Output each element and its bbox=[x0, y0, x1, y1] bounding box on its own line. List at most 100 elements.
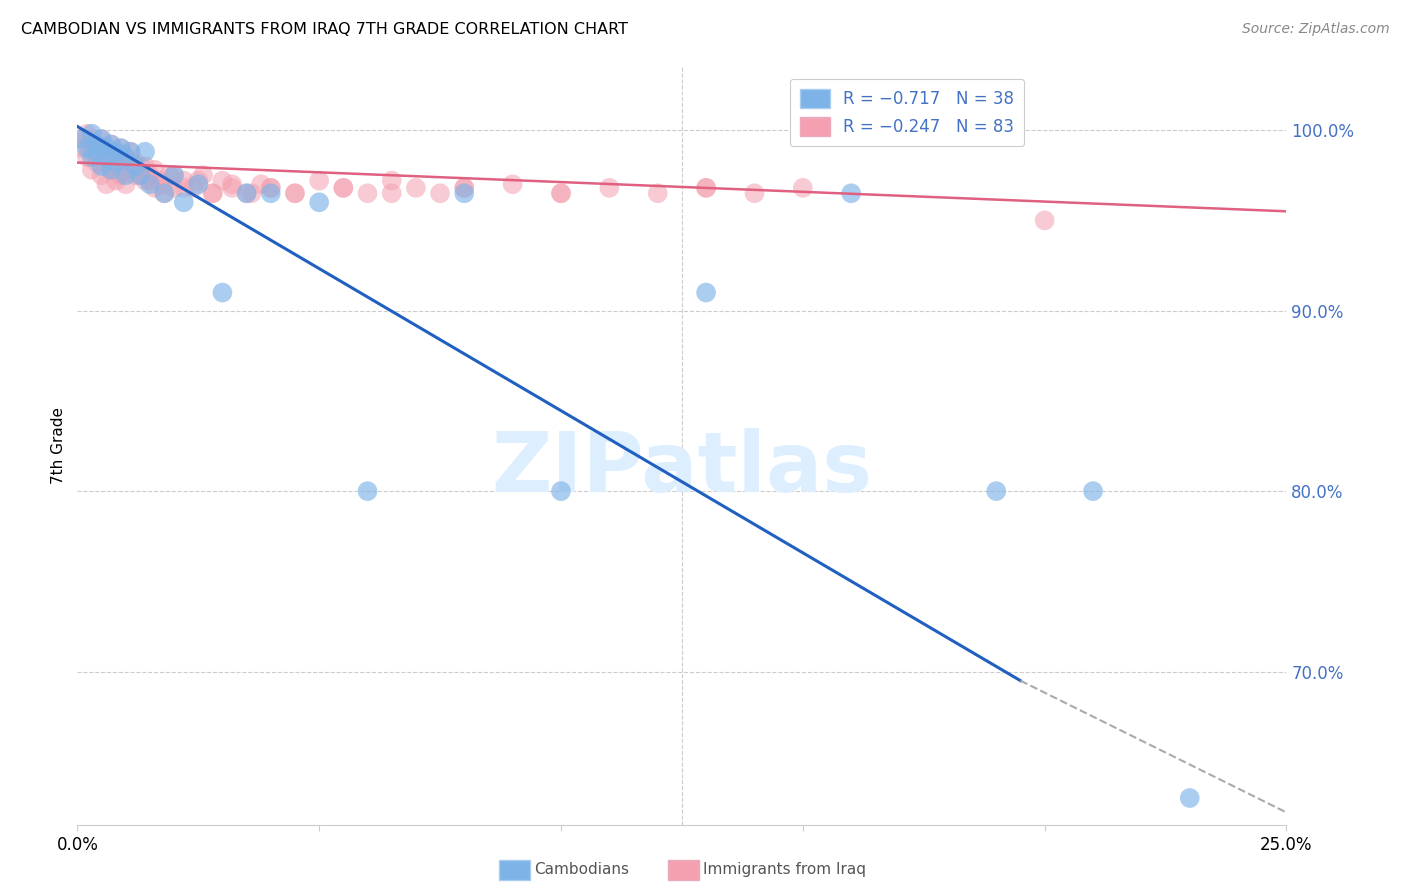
Point bbox=[173, 195, 195, 210]
Point bbox=[100, 162, 122, 177]
Point bbox=[100, 137, 122, 152]
Y-axis label: 7th Grade: 7th Grade bbox=[51, 408, 66, 484]
Point bbox=[90, 132, 112, 146]
Point bbox=[250, 178, 273, 192]
Point bbox=[550, 186, 572, 201]
Point bbox=[96, 178, 118, 192]
Point bbox=[124, 159, 146, 173]
Point bbox=[86, 155, 108, 169]
Point bbox=[792, 181, 814, 195]
Point bbox=[143, 181, 166, 195]
Point bbox=[120, 145, 142, 159]
Point bbox=[80, 162, 103, 177]
Point bbox=[129, 159, 152, 173]
Point bbox=[187, 174, 209, 188]
Text: ZIPatlas: ZIPatlas bbox=[492, 428, 872, 509]
Point bbox=[260, 181, 283, 195]
Point bbox=[124, 155, 146, 169]
Point bbox=[260, 181, 283, 195]
Text: Source: ZipAtlas.com: Source: ZipAtlas.com bbox=[1241, 22, 1389, 37]
Point bbox=[90, 150, 112, 164]
Point bbox=[381, 186, 404, 201]
Point bbox=[647, 186, 669, 201]
Text: Cambodians: Cambodians bbox=[534, 863, 630, 877]
Point bbox=[191, 168, 214, 182]
Point bbox=[76, 127, 98, 141]
Point bbox=[356, 484, 378, 499]
Text: Immigrants from Iraq: Immigrants from Iraq bbox=[703, 863, 866, 877]
Point bbox=[153, 178, 176, 192]
Point bbox=[70, 141, 93, 155]
Point bbox=[80, 145, 103, 159]
Point bbox=[260, 186, 283, 201]
Point bbox=[163, 168, 186, 182]
Point bbox=[173, 181, 195, 195]
Point bbox=[96, 141, 118, 155]
Point bbox=[148, 174, 170, 188]
Point bbox=[114, 168, 136, 182]
Point bbox=[308, 174, 330, 188]
Point bbox=[308, 195, 330, 210]
Point bbox=[90, 132, 112, 146]
Point bbox=[173, 174, 195, 188]
Point bbox=[235, 186, 257, 201]
Point bbox=[143, 162, 166, 177]
Point bbox=[332, 181, 354, 195]
Point bbox=[134, 174, 156, 188]
Point bbox=[356, 186, 378, 201]
Point bbox=[129, 168, 152, 182]
Point bbox=[120, 162, 142, 177]
Point bbox=[76, 150, 98, 164]
Point bbox=[381, 174, 404, 188]
Point bbox=[114, 150, 136, 164]
Point bbox=[163, 181, 186, 195]
Point bbox=[139, 178, 162, 192]
Point bbox=[114, 178, 136, 192]
Point bbox=[1033, 213, 1056, 227]
Point bbox=[502, 178, 524, 192]
Point bbox=[201, 186, 224, 201]
Point bbox=[695, 181, 717, 195]
Point bbox=[90, 168, 112, 182]
Point bbox=[1178, 791, 1201, 805]
Point bbox=[96, 145, 118, 159]
Point bbox=[86, 137, 108, 152]
Point bbox=[114, 155, 136, 169]
Point bbox=[153, 186, 176, 201]
Point bbox=[110, 168, 132, 182]
Point bbox=[70, 132, 93, 146]
Point bbox=[100, 137, 122, 152]
Point bbox=[80, 137, 103, 152]
Point bbox=[76, 141, 98, 155]
Point bbox=[96, 141, 118, 155]
Point bbox=[453, 186, 475, 201]
Point bbox=[90, 159, 112, 173]
Point bbox=[429, 186, 451, 201]
Point bbox=[284, 186, 307, 201]
Point bbox=[129, 168, 152, 182]
Legend: R = −0.717   N = 38, R = −0.247   N = 83: R = −0.717 N = 38, R = −0.247 N = 83 bbox=[790, 79, 1024, 146]
Point bbox=[550, 484, 572, 499]
Point bbox=[211, 285, 233, 300]
Text: CAMBODIAN VS IMMIGRANTS FROM IRAQ 7TH GRADE CORRELATION CHART: CAMBODIAN VS IMMIGRANTS FROM IRAQ 7TH GR… bbox=[21, 22, 628, 37]
Point bbox=[221, 178, 243, 192]
Point bbox=[139, 174, 162, 188]
Point bbox=[405, 181, 427, 195]
Point bbox=[110, 166, 132, 180]
Point bbox=[744, 186, 766, 201]
Point bbox=[124, 168, 146, 182]
Point bbox=[453, 181, 475, 195]
Point bbox=[100, 159, 122, 173]
Point bbox=[100, 162, 122, 177]
Point bbox=[105, 174, 128, 188]
Point bbox=[187, 178, 209, 192]
Point bbox=[598, 181, 620, 195]
Point bbox=[211, 174, 233, 188]
Point bbox=[153, 186, 176, 201]
Point bbox=[114, 150, 136, 164]
Point bbox=[76, 132, 98, 146]
Point bbox=[163, 168, 186, 182]
Point bbox=[105, 155, 128, 169]
Point bbox=[1081, 484, 1104, 499]
Point bbox=[183, 181, 205, 195]
